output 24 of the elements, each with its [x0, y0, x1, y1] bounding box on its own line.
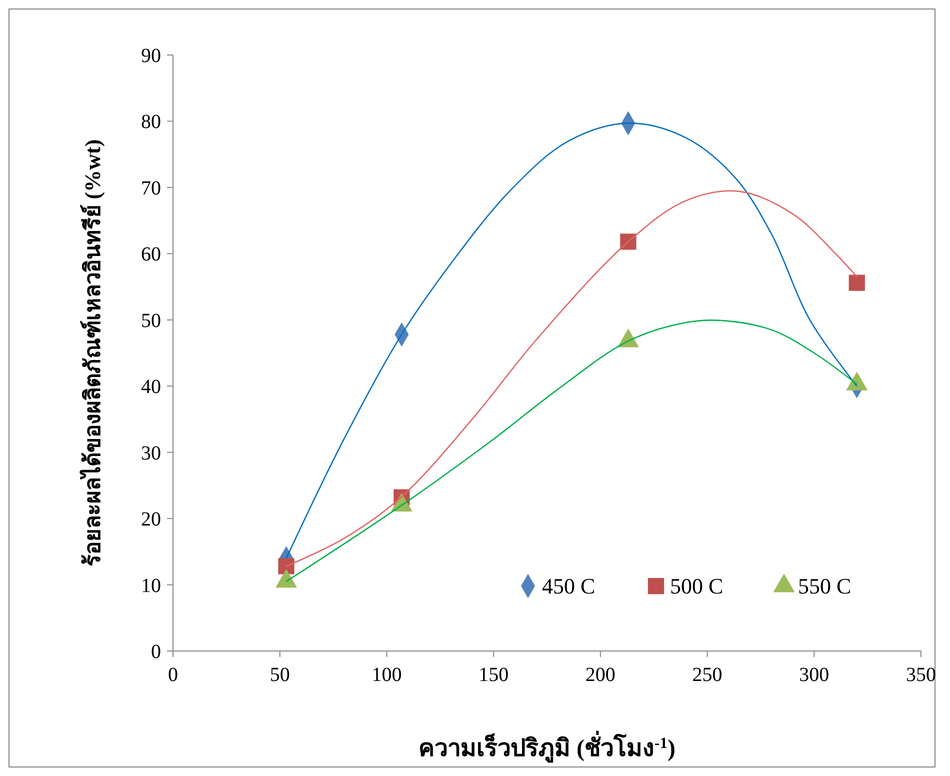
- y-tick-label: 40: [141, 376, 161, 398]
- y-tick-label: 90: [141, 45, 161, 67]
- x-tick-label: 300: [799, 664, 830, 686]
- y-tick-label: 0: [151, 641, 161, 663]
- x-tick-label: 200: [585, 664, 616, 686]
- y-tick-label: 30: [141, 442, 161, 464]
- legend-label: 550 C: [798, 574, 852, 599]
- y-tick-label: 70: [141, 177, 161, 200]
- y-tick-label: 50: [141, 310, 161, 332]
- x-axis-title: ความเร็วปริภูมิ (ชั่วโมง$^{-1}$): [418, 730, 676, 763]
- y-axis-title: ร้อยละผลได้ของผลิตภัณฑ์เหลวอินทรีย์ (%wt): [79, 139, 105, 567]
- legend-label: 450 C: [542, 574, 596, 599]
- y-tick-label: 10: [141, 574, 161, 597]
- legend-label: 500 C: [670, 574, 724, 599]
- x-tick-label: 50: [270, 664, 290, 686]
- x-tick-label: 100: [372, 664, 402, 686]
- y-tick-label: 80: [141, 111, 161, 134]
- y-tick-label: 60: [141, 244, 161, 266]
- y-tick-label: 20: [141, 508, 161, 531]
- x-tick-label: 250: [692, 664, 722, 686]
- point: [848, 274, 865, 291]
- x-tick-label: 150: [478, 664, 509, 686]
- x-tick-label: 0: [168, 664, 178, 686]
- x-tick-label: 350: [906, 664, 936, 686]
